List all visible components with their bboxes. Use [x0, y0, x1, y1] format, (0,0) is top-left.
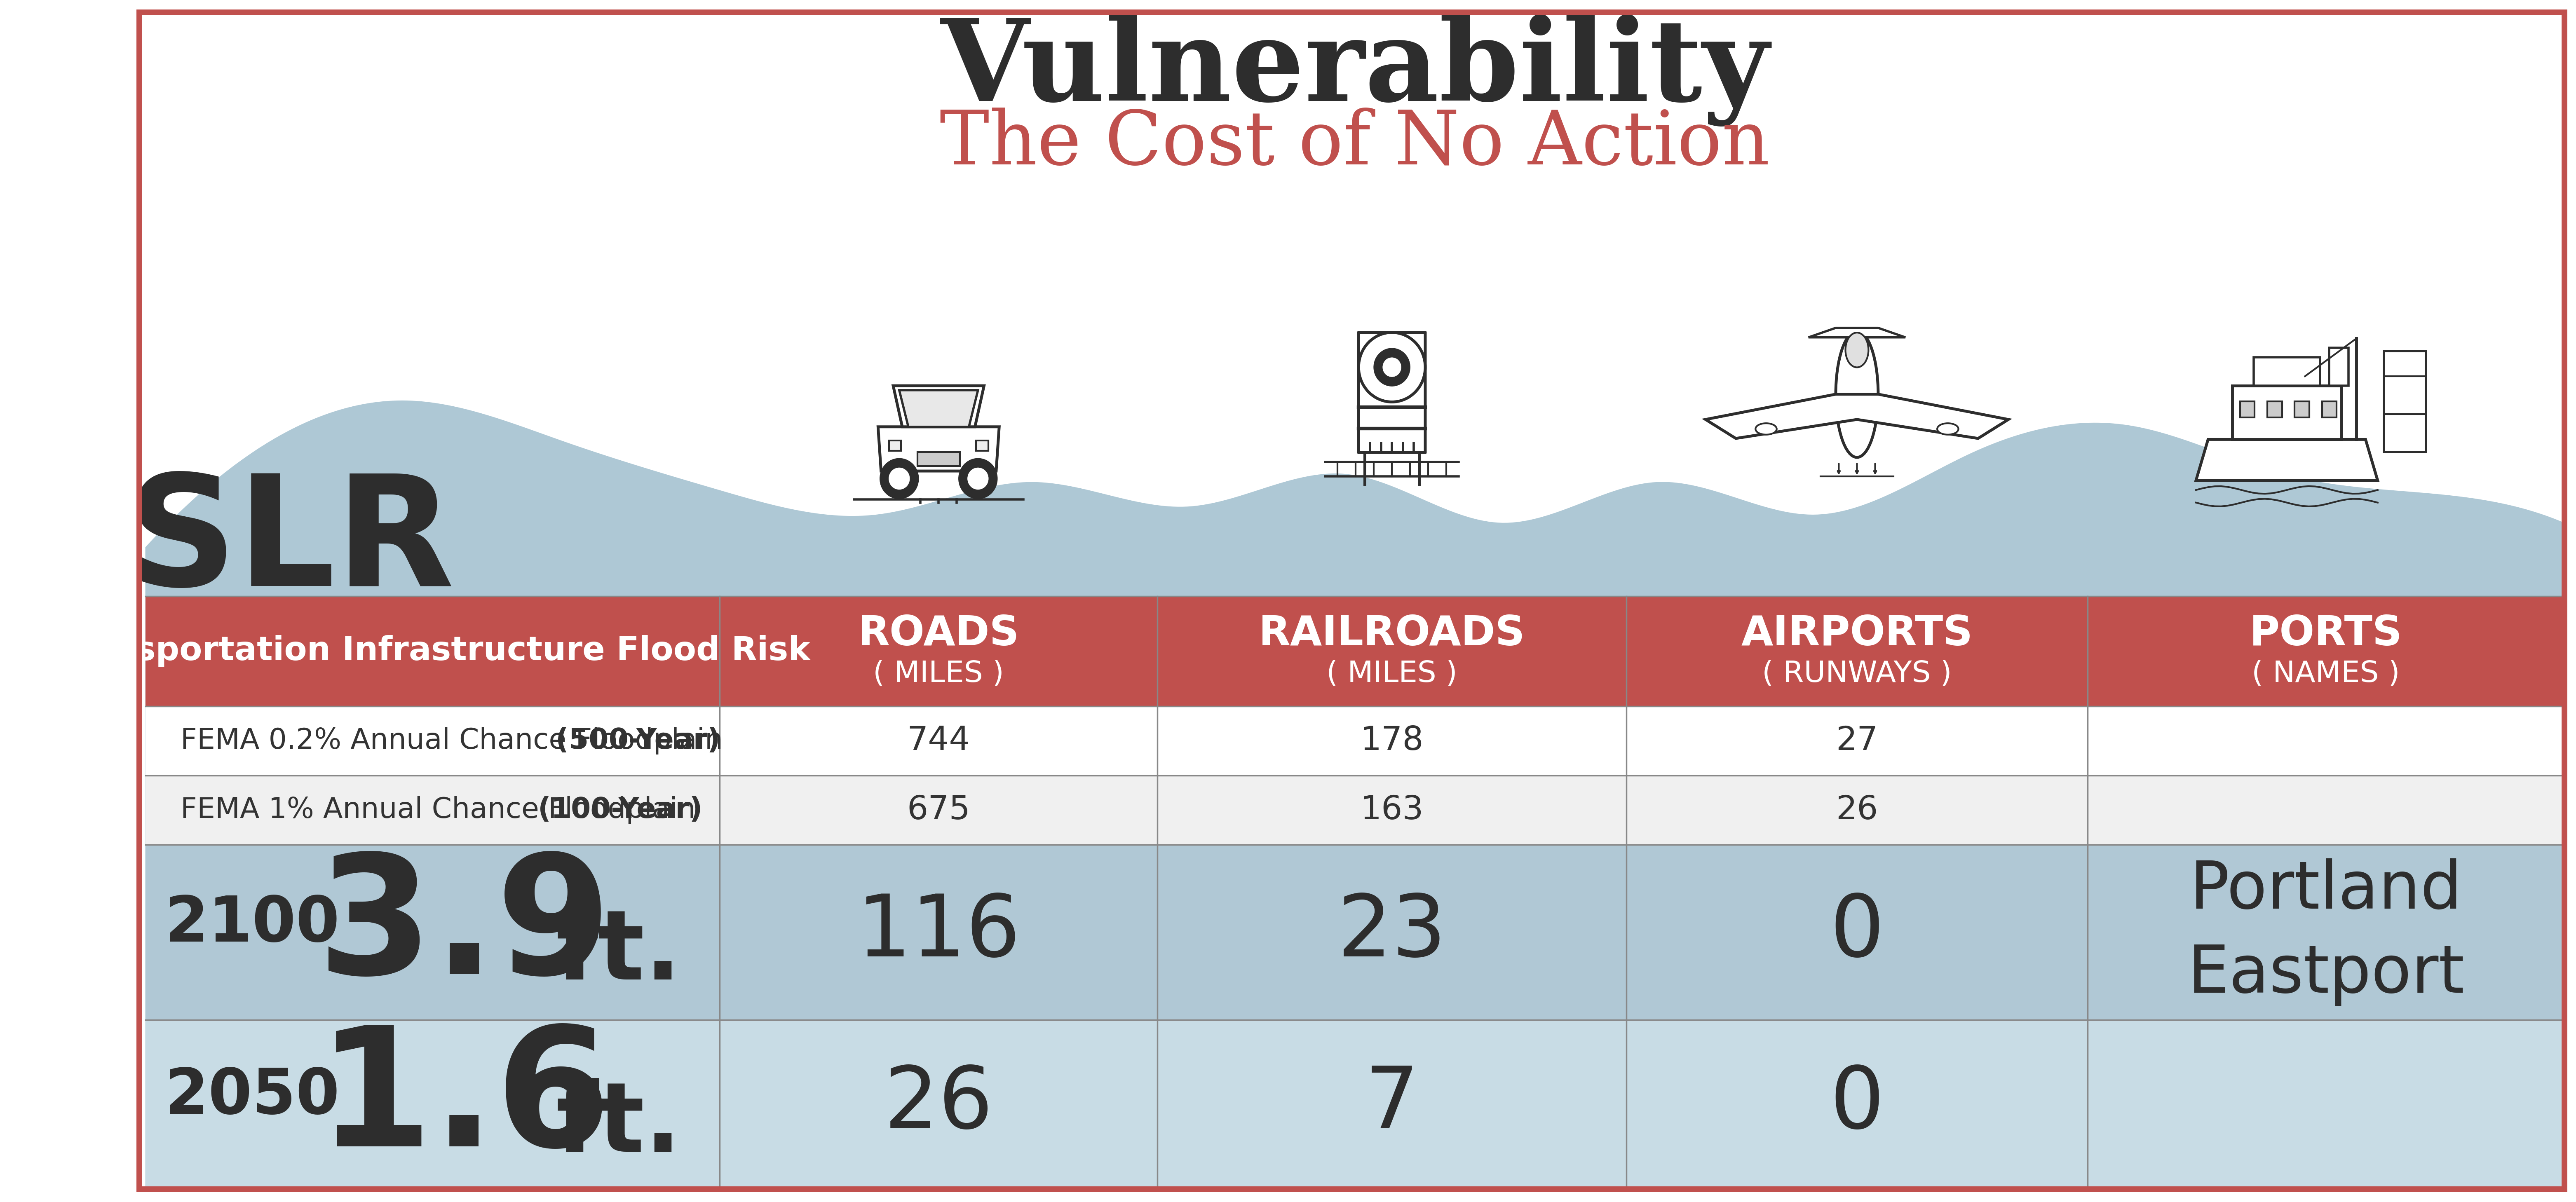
Polygon shape: [894, 386, 984, 427]
Text: 2050: 2050: [165, 1066, 340, 1127]
Ellipse shape: [1754, 423, 1777, 435]
Text: ft.: ft.: [556, 906, 683, 1000]
FancyBboxPatch shape: [2233, 386, 2342, 440]
Text: Portland
Eastport: Portland Eastport: [2187, 858, 2465, 1006]
Polygon shape: [144, 400, 2563, 1189]
Text: 0: 0: [1829, 1063, 1883, 1147]
Text: ( RUNWAYS ): ( RUNWAYS ): [1762, 660, 1953, 688]
FancyBboxPatch shape: [2295, 401, 2308, 417]
Text: Transportation Infrastructure Flood Risk: Transportation Infrastructure Flood Risk: [54, 635, 811, 667]
Circle shape: [969, 468, 989, 489]
FancyBboxPatch shape: [144, 596, 2563, 706]
Text: ( NAMES ): ( NAMES ): [2251, 660, 2401, 688]
Text: 163: 163: [1360, 795, 1425, 826]
Text: SLR: SLR: [126, 469, 453, 618]
Circle shape: [958, 458, 997, 499]
Ellipse shape: [1837, 331, 1878, 458]
FancyBboxPatch shape: [917, 452, 961, 466]
Text: 23: 23: [1337, 891, 1448, 974]
FancyBboxPatch shape: [2254, 357, 2321, 386]
FancyBboxPatch shape: [2383, 351, 2427, 452]
Text: 744: 744: [907, 725, 971, 757]
Text: AIRPORTS: AIRPORTS: [1741, 614, 1973, 654]
Polygon shape: [899, 391, 979, 427]
Text: 2100: 2100: [165, 893, 340, 954]
Text: 7: 7: [1365, 1063, 1419, 1147]
FancyBboxPatch shape: [2321, 401, 2336, 417]
FancyBboxPatch shape: [2329, 347, 2349, 386]
Text: FEMA 1% Annual Chance Floodplain: FEMA 1% Annual Chance Floodplain: [180, 796, 706, 823]
FancyBboxPatch shape: [1358, 333, 1425, 452]
Circle shape: [1358, 333, 1425, 401]
Text: ( MILES ): ( MILES ): [873, 660, 1005, 688]
Text: 178: 178: [1360, 725, 1425, 757]
FancyBboxPatch shape: [889, 441, 902, 451]
Text: Vulnerability: Vulnerability: [940, 14, 1770, 126]
Polygon shape: [1808, 328, 1906, 338]
Text: RAILROADS: RAILROADS: [1260, 614, 1525, 654]
Text: ROADS: ROADS: [858, 614, 1020, 654]
Text: 1.6: 1.6: [317, 1020, 611, 1182]
Text: ft.: ft.: [556, 1078, 683, 1172]
Text: 116: 116: [858, 891, 1020, 974]
FancyBboxPatch shape: [2267, 401, 2282, 417]
FancyBboxPatch shape: [144, 775, 2563, 845]
Circle shape: [881, 458, 920, 499]
Text: (100-Year): (100-Year): [538, 796, 703, 823]
Polygon shape: [1705, 394, 2009, 439]
Circle shape: [889, 468, 909, 489]
Text: 26: 26: [1837, 795, 1878, 826]
Text: 26: 26: [884, 1063, 994, 1147]
FancyBboxPatch shape: [144, 13, 2563, 596]
Text: (500-Year): (500-Year): [556, 727, 721, 755]
FancyBboxPatch shape: [144, 706, 2563, 775]
Text: 675: 675: [907, 795, 971, 826]
Text: The Cost of No Action: The Cost of No Action: [940, 107, 1770, 180]
FancyBboxPatch shape: [976, 441, 989, 451]
FancyBboxPatch shape: [144, 1020, 2563, 1189]
Text: 3.9: 3.9: [317, 847, 611, 1008]
Text: ( MILES ): ( MILES ): [1327, 660, 1458, 688]
Ellipse shape: [1844, 333, 1868, 368]
FancyBboxPatch shape: [2241, 401, 2254, 417]
Text: 27: 27: [1837, 725, 1878, 757]
Text: PORTS: PORTS: [2249, 614, 2403, 654]
Circle shape: [1373, 349, 1409, 386]
Text: 0: 0: [1829, 891, 1883, 974]
Polygon shape: [878, 427, 999, 471]
Polygon shape: [2195, 440, 2378, 481]
Circle shape: [1383, 358, 1401, 376]
Ellipse shape: [1937, 423, 1958, 435]
Text: FEMA 0.2% Annual Chance Floodplain: FEMA 0.2% Annual Chance Floodplain: [180, 727, 732, 755]
FancyBboxPatch shape: [144, 845, 2563, 1020]
